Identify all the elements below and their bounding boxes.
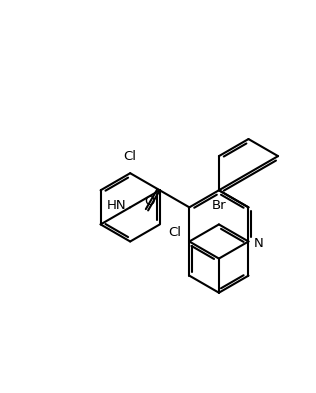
Text: N: N	[254, 237, 264, 250]
Text: O: O	[144, 195, 155, 208]
Text: Cl: Cl	[124, 150, 137, 163]
Text: Br: Br	[212, 199, 226, 212]
Text: HN: HN	[107, 199, 126, 212]
Text: Cl: Cl	[168, 226, 181, 239]
